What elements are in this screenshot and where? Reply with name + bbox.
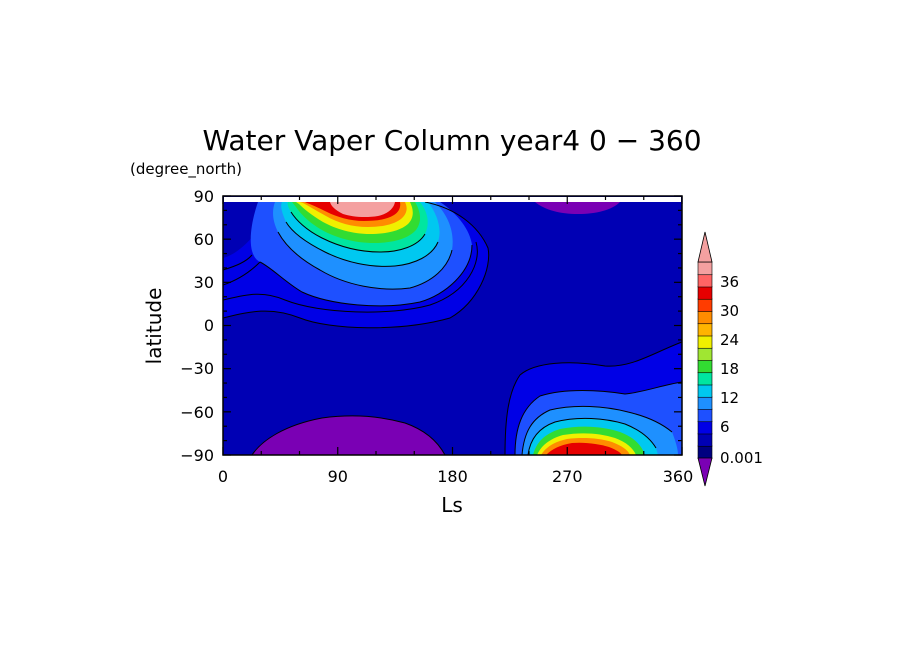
y-tick-label: −30: [180, 359, 214, 378]
x-tick-label: 90: [328, 467, 348, 486]
colorbar-segment: [697, 286, 713, 300]
colorbar-labels: 36 30 24 18 12 6 0.001: [720, 273, 763, 467]
y-tick-label: 90: [194, 187, 214, 206]
colorbar-segment: [697, 408, 713, 423]
y-tick-label: −90: [180, 446, 214, 465]
x-tick-label: 270: [552, 467, 583, 486]
y-tick-label: −60: [180, 403, 214, 422]
x-tick-label: 0: [218, 467, 228, 486]
colorbar-segment: [697, 371, 713, 386]
colorbar-segment: [697, 261, 713, 276]
axis-ticks: [222, 195, 683, 456]
plot-area: [222, 195, 683, 456]
south-polar-night-min: [252, 415, 445, 455]
water-vapor-contours: [222, 201, 683, 456]
colorbar-segment: [697, 433, 713, 447]
south-peak-max: [546, 442, 622, 455]
x-tick-label: 180: [437, 467, 468, 486]
y-units-label: (degree_north): [130, 160, 242, 179]
colorbar-segment: [697, 298, 713, 312]
colorbar-label: 24: [720, 331, 739, 349]
y-axis-title: latitude: [142, 288, 166, 365]
y-tick-label: 60: [194, 230, 214, 249]
colorbar-segment: [697, 347, 713, 361]
contour-lines: [222, 201, 683, 456]
x-axis: 0 90 180 270 360 Ls: [218, 467, 693, 517]
colorbar-segment: [697, 310, 713, 325]
colorbar-label: 12: [720, 389, 739, 407]
colorbar-segment: [697, 359, 713, 374]
x-tick-label: 360: [663, 467, 694, 486]
y-tick-label: 0: [204, 316, 214, 335]
colorbar-segment: [697, 420, 713, 435]
colorbar-segment: [697, 273, 713, 288]
colorbar: [697, 231, 713, 487]
colorbar-over-triangle: [697, 231, 713, 263]
colorbar-label: 18: [720, 360, 739, 378]
y-axis: 90 60 30 0 −30 −60 −90 latitude: [142, 187, 214, 465]
colorbar-segment: [697, 384, 713, 398]
colorbar-segment: [697, 335, 713, 349]
north-peak-max: [330, 202, 395, 218]
colorbar-label: 36: [720, 273, 739, 291]
colorbar-label: 30: [720, 302, 739, 320]
colorbar-label: 0.001: [720, 449, 763, 467]
y-tick-label: 30: [194, 273, 214, 292]
colorbar-under-triangle: [697, 457, 713, 487]
colorbar-label: 6: [720, 418, 730, 436]
colorbar-segment: [697, 445, 713, 459]
north-polar-night-min: [535, 202, 620, 214]
x-axis-title: Ls: [441, 493, 463, 517]
colorbar-segment: [697, 396, 713, 410]
chart-title: Water Vaper Column year4 0 − 360: [202, 124, 701, 157]
colorbar-segment: [697, 322, 713, 337]
